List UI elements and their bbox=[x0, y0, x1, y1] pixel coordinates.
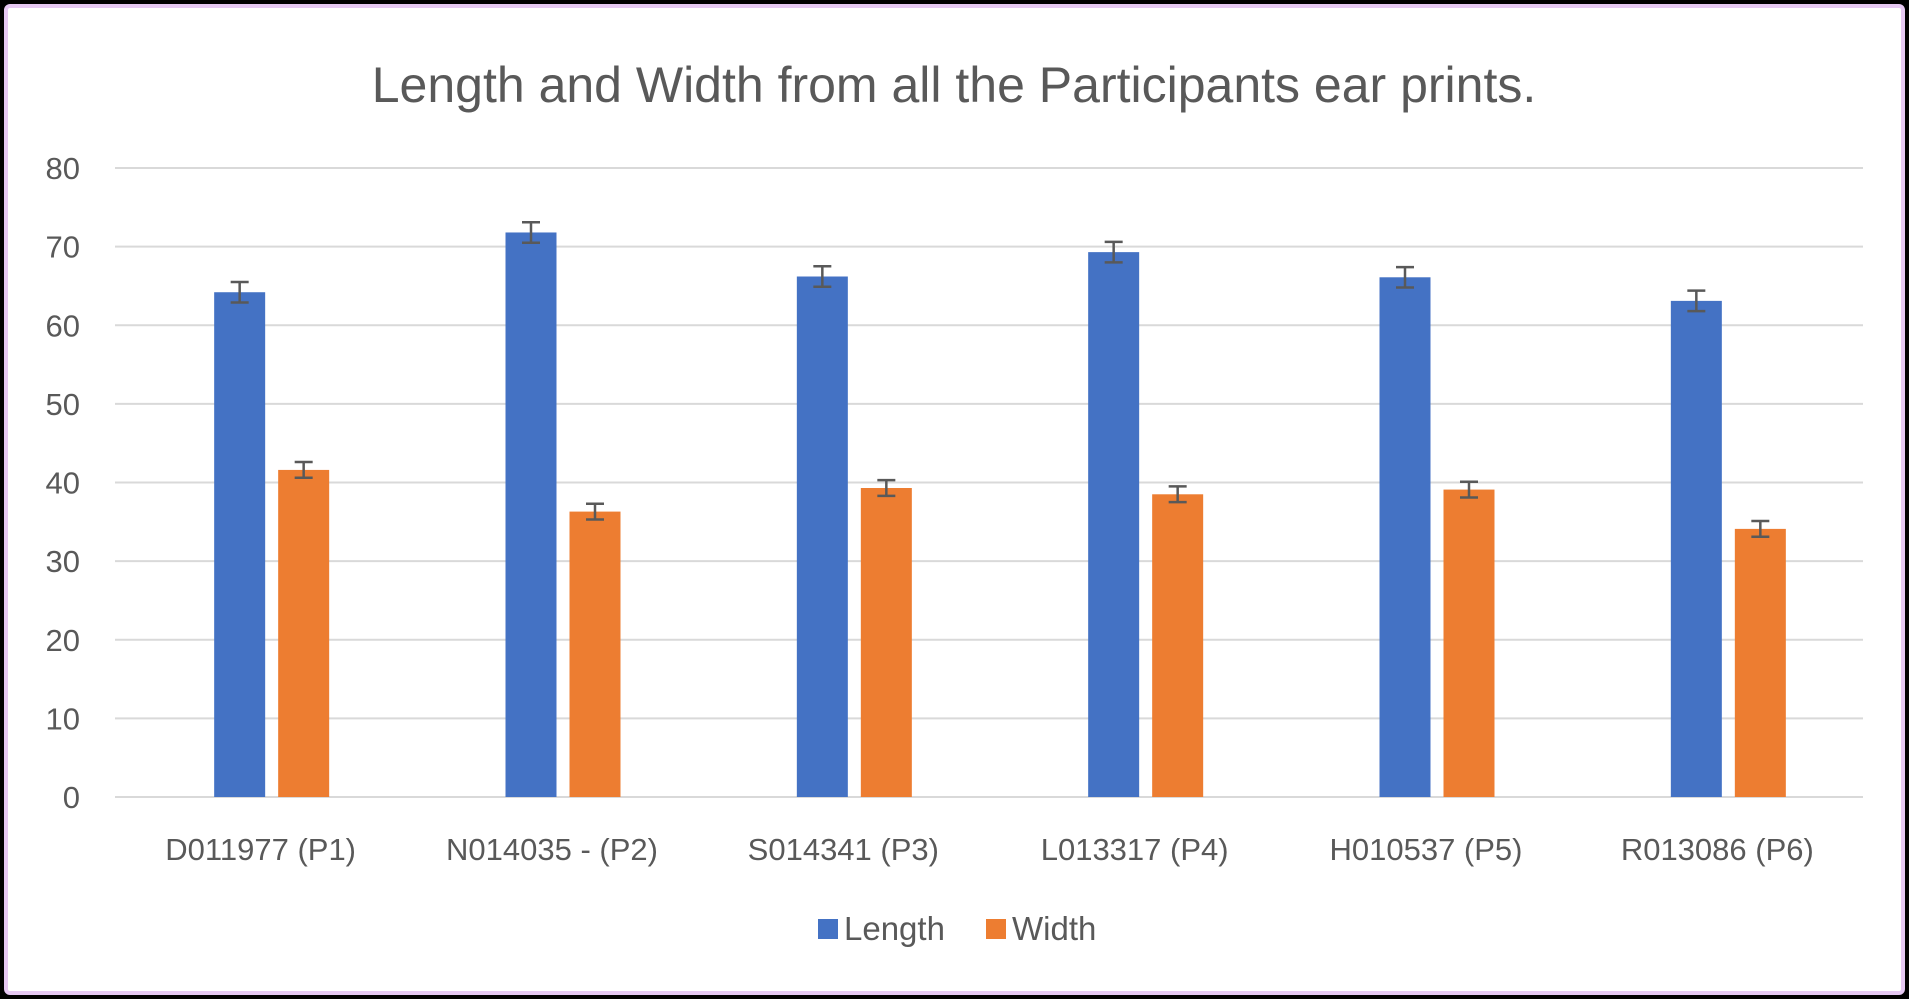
error-bar-length-4 bbox=[1104, 240, 1123, 264]
x-tick-label: R013086 (P6) bbox=[1621, 832, 1814, 867]
bar-width-3 bbox=[860, 488, 912, 797]
error-bar-length-3 bbox=[813, 265, 832, 288]
x-tick-label: H010537 (P5) bbox=[1329, 832, 1522, 867]
bar-width-4 bbox=[1152, 494, 1204, 797]
error-bar-width-1 bbox=[294, 460, 313, 480]
gridlines bbox=[115, 167, 1863, 798]
y-axis-tick-labels: 0 10 20 30 40 50 60 70 80 bbox=[46, 151, 80, 815]
error-bar-width-6 bbox=[1751, 519, 1770, 539]
bar-length-5 bbox=[1379, 277, 1431, 797]
chart: Length and Width from all the Participan… bbox=[46, 57, 1863, 947]
y-tick-label: 0 bbox=[63, 780, 80, 815]
bar-width-2 bbox=[569, 511, 621, 797]
error-bar-length-5 bbox=[1396, 265, 1414, 289]
y-tick-label: 50 bbox=[46, 387, 80, 422]
bar-width-6 bbox=[1734, 528, 1786, 797]
legend-label: Length bbox=[844, 910, 945, 947]
legend-item-length: Length bbox=[818, 910, 945, 947]
bar-length-3 bbox=[796, 276, 848, 797]
error-bar-length-1 bbox=[230, 280, 249, 304]
chart-frame: Length and Width from all the Participan… bbox=[4, 4, 1905, 995]
legend-label: Width bbox=[1012, 910, 1096, 947]
bar-length-2 bbox=[505, 232, 557, 797]
x-tick-label: L013317 (P4) bbox=[1041, 832, 1229, 867]
x-tick-label: D011977 (P1) bbox=[165, 832, 356, 867]
bar-width-5 bbox=[1443, 489, 1495, 797]
error-bars bbox=[230, 221, 1770, 539]
bar-length-1 bbox=[214, 292, 266, 797]
error-bar-width-5 bbox=[1460, 480, 1478, 499]
y-tick-label: 40 bbox=[46, 466, 80, 501]
y-tick-label: 80 bbox=[46, 151, 80, 186]
legend: Length Width bbox=[818, 910, 1096, 947]
y-tick-label: 30 bbox=[46, 544, 80, 579]
error-bar-width-3 bbox=[877, 478, 896, 498]
error-bar-length-6 bbox=[1687, 289, 1706, 313]
y-tick-label: 10 bbox=[46, 701, 80, 736]
legend-item-width: Width bbox=[986, 910, 1096, 947]
x-tick-label: N014035 - (P2) bbox=[446, 832, 658, 867]
legend-swatch-width bbox=[986, 919, 1006, 939]
error-bar-width-2 bbox=[586, 502, 604, 521]
y-tick-label: 60 bbox=[46, 308, 80, 343]
y-tick-label: 20 bbox=[46, 623, 80, 658]
x-axis-tick-labels: D011977 (P1) N014035 - (P2) S014341 (P3) L0… bbox=[165, 832, 1814, 867]
bar-length-6 bbox=[1670, 300, 1722, 797]
bar-length-4 bbox=[1088, 252, 1140, 797]
bar-width-1 bbox=[278, 469, 330, 797]
bars bbox=[214, 232, 1786, 797]
legend-swatch-length bbox=[818, 919, 838, 939]
chart-title: Length and Width from all the Participan… bbox=[372, 57, 1536, 113]
y-tick-label: 70 bbox=[46, 230, 80, 265]
error-bar-width-4 bbox=[1168, 485, 1187, 504]
x-tick-label: S014341 (P3) bbox=[748, 832, 939, 867]
error-bar-length-2 bbox=[522, 221, 540, 244]
